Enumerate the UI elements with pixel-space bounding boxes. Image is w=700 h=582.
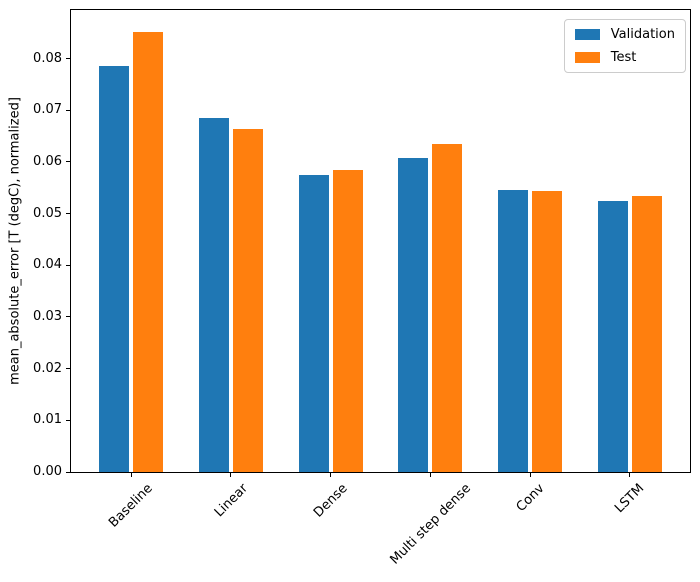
y-tick-mark xyxy=(66,368,70,370)
x-tick-label: Baseline xyxy=(106,481,156,531)
legend-label: Validation xyxy=(610,27,675,42)
y-tick-mark xyxy=(66,316,70,318)
bar-test-conv xyxy=(532,191,563,472)
y-tick-label: 0.05 xyxy=(33,205,62,221)
x-tick-label: Dense xyxy=(310,481,351,521)
x-tick-label: Linear xyxy=(211,481,251,521)
legend-item-test: Test xyxy=(574,50,675,65)
y-axis-label: mean_absolute_error [T (degC), normalize… xyxy=(7,97,23,385)
y-tick-mark xyxy=(66,471,70,473)
x-tick-mark xyxy=(330,473,332,477)
legend-item-validation: Validation xyxy=(574,27,675,42)
y-tick-mark xyxy=(66,109,70,111)
plot-area: Validation Test 0.00 0.01 0.02 0.03 0.04 0.05 0… xyxy=(33,9,691,568)
legend: Validation Test xyxy=(563,19,686,73)
x-tick-mark xyxy=(529,473,531,477)
x-tick-mark xyxy=(230,473,232,477)
y-tick-mark xyxy=(66,161,70,163)
bar-validation-multi-step-dense xyxy=(398,158,429,472)
y-tick-label: 0.08 xyxy=(33,50,62,66)
legend-swatch-test xyxy=(574,52,600,63)
bar-validation-lstm xyxy=(598,201,628,472)
x-tick-label: Conv xyxy=(513,481,548,515)
bar-validation-dense xyxy=(298,175,329,472)
y-tick-label: 0.01 xyxy=(33,412,62,428)
x-tick-mark xyxy=(130,473,132,477)
bar-test-lstm xyxy=(631,196,662,472)
legend-label: Test xyxy=(610,50,637,65)
y-tick-label: 0.04 xyxy=(33,257,62,273)
bar-test-linear xyxy=(232,129,263,472)
x-tick-mark xyxy=(629,473,631,477)
y-tick-label: 0.00 xyxy=(33,464,62,479)
x-tick-label: Multi step dense xyxy=(387,481,474,568)
legend-swatch-validation xyxy=(574,29,600,40)
x-tick-label: LSTM xyxy=(612,481,648,517)
bar-test-dense xyxy=(332,170,363,472)
bar-validation-linear xyxy=(198,117,229,472)
y-tick-label: 0.03 xyxy=(33,308,62,324)
y-tick-label: 0.06 xyxy=(33,153,62,169)
y-tick-mark xyxy=(66,419,70,421)
y-tick-mark xyxy=(66,213,70,215)
y-tick-mark xyxy=(66,58,70,60)
y-tick-label: 0.07 xyxy=(33,102,62,118)
bar-test-baseline xyxy=(133,31,163,472)
y-tick-label: 0.02 xyxy=(33,360,62,376)
x-tick-mark xyxy=(429,473,431,477)
y-tick-mark xyxy=(66,264,70,266)
bar-validation-baseline xyxy=(99,66,130,472)
bar-test-multi-step-dense xyxy=(432,144,463,472)
bar-validation-conv xyxy=(498,190,529,472)
